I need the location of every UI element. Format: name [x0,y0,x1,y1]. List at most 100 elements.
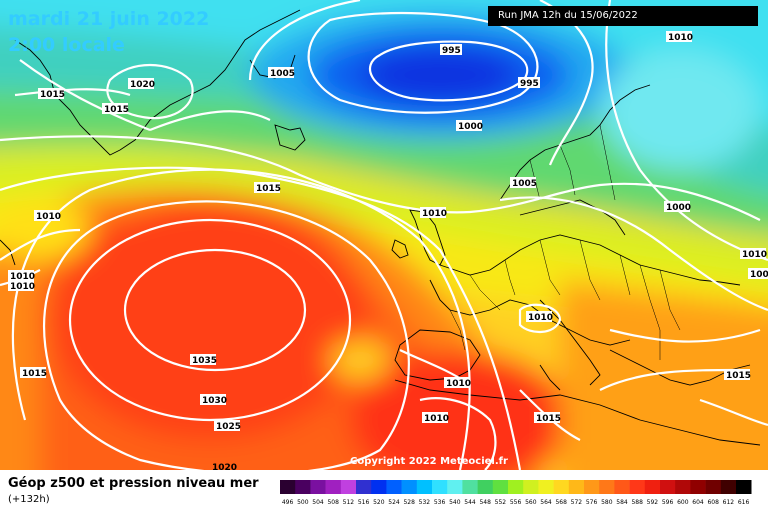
weather-map: 995 995 1000 1005 1005 1010 1010 1015 10… [0,0,768,470]
legend-value: 528 [403,499,415,506]
legend-swatch [629,480,646,494]
legend-swatch [553,480,570,494]
legend-value: 524 [388,499,400,506]
geopotential-field [0,0,768,470]
legend-swatch [371,480,387,494]
legend-value: 560 [525,499,537,506]
footer: Géop z500 et pression niveau mer (+132h)… [0,470,768,512]
legend-value: 532 [419,499,431,506]
legend-swatch [690,480,706,494]
label-1015-c: 1015 [104,105,129,115]
legend-swatch [386,480,402,494]
label-1005-a: 1005 [270,69,295,79]
label-1025: 1025 [216,422,241,432]
label-1035: 1035 [192,356,217,366]
legend-swatch [477,480,494,494]
legend-value: 496 [282,499,294,506]
label-1010-b: 1010 [422,209,447,219]
label-1010-e: 1010 [10,282,35,292]
copyright: Copyright 2022 Meteociel.fr [350,456,508,467]
legend-value: 600 [677,499,689,506]
label-1000: 1000 [458,122,483,132]
legend-value: 540 [449,499,461,506]
legend-value: 552 [495,499,507,506]
color-legend: 496 500 504 508 512 516 520 524 528 532 536 540 544 5… [280,480,752,506]
legend-swatch [660,480,676,494]
label-1020: 1020 [130,80,155,90]
legend-swatch [584,480,600,494]
legend-value: 576 [586,499,598,506]
label-1010-h: 1010 [424,414,449,424]
legend-value: 612 [723,499,735,506]
legend-swatch [447,480,463,494]
legend-swatch [416,480,433,494]
legend-value: 516 [358,499,370,506]
forecast-date: mardi 21 juin 2022 [8,8,210,30]
legend-value: 536 [434,499,446,506]
isobar-labels [8,31,768,431]
legend-swatch [401,480,418,494]
legend-value: 520 [373,499,385,506]
legend-swatch [736,480,752,494]
label-1010-c: 1010 [36,212,61,222]
label-1015-a: 1015 [256,184,281,194]
legend-swatch [568,480,585,494]
legend-value: 512 [343,499,355,506]
legend-swatch [675,480,691,494]
legend-value: 604 [692,499,704,506]
legend-swatch [705,480,722,494]
legend-value: 508 [327,499,339,506]
label-1010-i: 1010 [742,250,767,260]
legend-value: 596 [662,499,674,506]
legend-value: 500 [297,499,309,506]
label-1010-d: 1010 [10,272,35,282]
isobar-label-text: 995 995 1000 1005 1005 1010 1010 1015 10… [10,33,768,470]
forecast-lead: (+132h) [8,494,50,505]
legend-swatch [523,480,539,494]
label-1000-b: 1000 [666,203,691,213]
legend-value: 616 [738,499,750,506]
label-1015-f: 1015 [726,371,751,381]
legend-value: 588 [631,499,643,506]
run-info: Run JMA 12h du 15/06/2022 [488,6,758,26]
legend-value: 572 [571,499,583,506]
label-1010-g: 1010 [446,379,471,389]
legend-value: 544 [464,499,476,506]
legend-swatch [340,480,357,494]
legend-swatch [644,480,661,494]
legend-value: 564 [540,499,552,506]
legend-swatch [280,480,296,494]
label-995-a: 995 [442,46,461,56]
label-995-b: 995 [520,79,539,89]
label-1010-a: 1010 [668,33,693,43]
legend-swatch [295,480,311,494]
legend-value: 548 [479,499,491,506]
legend-swatch [614,480,630,494]
legend-value: 580 [601,499,613,506]
country-borders [449,124,681,360]
legend-value: 568 [555,499,567,506]
legend-swatch [325,480,342,494]
legend-swatch [462,480,478,494]
legend-swatch [508,480,524,494]
legend-value: 556 [510,499,522,506]
label-1005-c: 1005 [750,270,768,280]
legend-swatch [310,480,326,494]
legend-swatch [538,480,554,494]
map-title: Géop z500 et pression niveau mer [8,476,259,491]
legend-swatch [432,480,448,494]
forecast-time: 2:00 locale [8,34,125,56]
legend-value: 608 [707,499,719,506]
label-1030: 1030 [202,396,227,406]
legend-value: 592 [647,499,659,506]
label-1020-b: 1020 [212,463,237,470]
legend-value: 584 [616,499,628,506]
label-1015-d: 1015 [22,369,47,379]
legend-swatch [720,480,737,494]
label-1015-e: 1015 [536,414,561,424]
label-1010-f: 1010 [528,313,553,323]
legend-swatch [599,480,615,494]
legend-swatch [492,480,509,494]
label-1015-b: 1015 [40,90,65,100]
label-1005-b: 1005 [512,179,537,189]
